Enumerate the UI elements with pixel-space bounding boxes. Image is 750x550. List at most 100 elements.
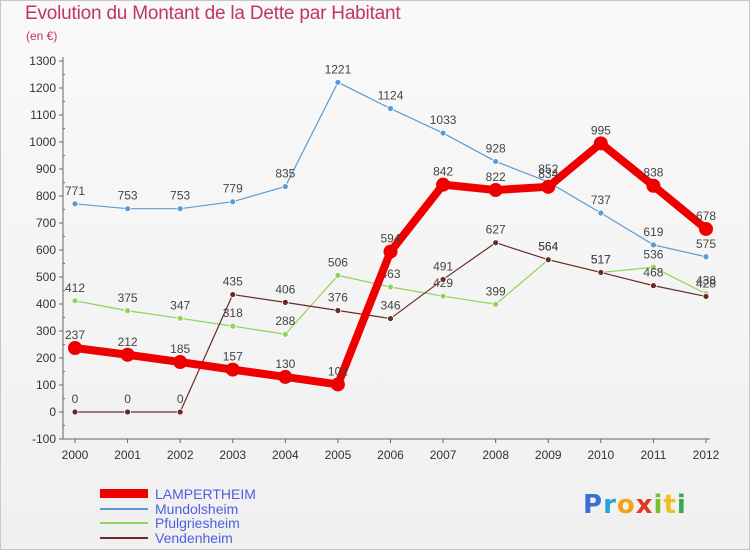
data-label-mundolsheim: 1033 — [430, 113, 457, 127]
data-label-pfulgriesheim: 517 — [591, 252, 611, 266]
data-point-vendenheim — [650, 282, 657, 290]
data-label-mundolsheim: 575 — [696, 237, 716, 251]
data-label-vendenheim: 0 — [72, 392, 79, 406]
data-label-vendenheim: 468 — [643, 266, 663, 280]
data-label-pfulgriesheim: 536 — [643, 247, 663, 261]
data-point-mundolsheim — [334, 78, 342, 86]
data-point-lampertheim — [488, 183, 503, 198]
y-tick-label: 500 — [36, 270, 56, 284]
y-tick-label: -100 — [32, 432, 56, 446]
data-point-vendenheim — [71, 408, 79, 416]
data-label-pfulgriesheim: 318 — [223, 306, 243, 320]
data-point-pfulgriesheim — [281, 330, 289, 338]
data-point-mundolsheim — [71, 200, 79, 208]
legend-item-pfulgriesheim: Pfulgriesheim — [100, 515, 400, 531]
data-label-mundolsheim: 1124 — [378, 89, 404, 103]
data-label-vendenheim: 491 — [433, 259, 453, 273]
y-tick-label: 600 — [36, 243, 56, 257]
legend: LAMPERTHEIM Mundolsheim Pfulgriesheim Ve… — [100, 486, 400, 548]
y-tick-label: 1100 — [30, 108, 56, 122]
data-point-pfulgriesheim — [492, 300, 500, 308]
legend-label: Mundolsheim — [155, 501, 239, 517]
data-point-lampertheim — [593, 136, 608, 151]
data-label-mundolsheim: 779 — [223, 182, 243, 196]
data-point-mundolsheim — [702, 253, 710, 261]
data-label-pfulgriesheim: 438 — [696, 274, 716, 288]
data-point-lampertheim — [330, 377, 345, 392]
data-point-vendenheim — [176, 408, 184, 416]
data-point-lampertheim — [541, 179, 556, 194]
data-label-vendenheim: 0 — [177, 392, 184, 406]
data-point-lampertheim — [699, 221, 713, 236]
data-point-vendenheim — [334, 307, 342, 314]
y-tick-label: 0 — [49, 405, 56, 419]
data-point-pfulgriesheim — [71, 297, 79, 305]
data-label-mundolsheim: 771 — [65, 184, 85, 198]
data-label-mundolsheim: 737 — [591, 193, 611, 207]
data-label-lampertheim: 842 — [433, 165, 453, 179]
legend-label: Vendenheim — [155, 530, 233, 546]
data-point-lampertheim — [646, 178, 661, 193]
data-point-pfulgriesheim — [439, 292, 447, 300]
data-point-vendenheim — [492, 239, 500, 247]
data-point-lampertheim — [173, 355, 188, 370]
data-label-pfulgriesheim: 375 — [118, 291, 138, 305]
data-label-lampertheim: 212 — [118, 335, 138, 349]
data-point-lampertheim — [120, 347, 135, 362]
legend-item-mundolsheim: Mundolsheim — [100, 501, 400, 517]
data-label-vendenheim: 406 — [275, 282, 295, 296]
data-point-lampertheim — [278, 369, 293, 384]
data-point-vendenheim — [387, 315, 394, 322]
data-label-vendenheim: 0 — [124, 392, 131, 406]
data-label-lampertheim: 594 — [380, 232, 400, 246]
data-label-lampertheim: 995 — [591, 123, 611, 137]
y-tick-label: 100 — [36, 378, 56, 392]
y-tick-label: 300 — [36, 324, 56, 338]
data-label-pfulgriesheim: 429 — [433, 276, 453, 290]
chart-title: Evolution du Montant de la Dette par Hab… — [25, 3, 401, 24]
x-tick-label: 2007 — [430, 448, 457, 462]
data-point-lampertheim — [68, 341, 82, 356]
y-tick-label: 1000 — [29, 135, 56, 149]
y-tick-label: 800 — [36, 189, 56, 203]
legend-label: LAMPERTHEIM — [155, 486, 256, 502]
data-label-lampertheim: 834 — [538, 167, 558, 181]
data-label-pfulgriesheim: 564 — [538, 240, 558, 254]
data-point-lampertheim — [436, 177, 451, 192]
data-label-mundolsheim: 753 — [170, 189, 190, 203]
data-point-mundolsheim — [176, 205, 184, 213]
x-tick-label: 2004 — [272, 448, 299, 462]
data-point-pfulgriesheim — [650, 263, 657, 271]
data-label-mundolsheim: 835 — [275, 167, 295, 181]
data-label-pfulgriesheim: 288 — [275, 314, 295, 328]
x-tick-label: 2008 — [482, 448, 509, 462]
y-tick-label: 400 — [36, 297, 56, 311]
data-label-mundolsheim: 753 — [118, 189, 138, 203]
data-label-lampertheim: 102 — [328, 364, 348, 378]
data-point-mundolsheim — [439, 129, 447, 137]
legend-item-lampertheim: LAMPERTHEIM — [100, 486, 400, 502]
data-point-mundolsheim — [650, 241, 657, 249]
legend-swatch-mundolsheim — [100, 508, 148, 510]
legend-label: Pfulgriesheim — [155, 515, 240, 531]
chart-subtitle: (en €) — [26, 29, 58, 43]
x-tick-label: 2010 — [587, 448, 614, 462]
data-label-lampertheim: 822 — [486, 170, 506, 184]
x-tick-label: 2001 — [114, 448, 141, 462]
y-tick-label: 700 — [36, 216, 56, 230]
legend-item-vendenheim: Vendenheim — [100, 530, 400, 546]
data-point-pfulgriesheim — [124, 307, 131, 315]
data-point-pfulgriesheim — [387, 283, 394, 291]
data-label-lampertheim: 130 — [275, 357, 295, 371]
data-point-pfulgriesheim — [229, 322, 237, 330]
data-label-vendenheim: 627 — [486, 223, 506, 237]
data-label-mundolsheim: 928 — [486, 141, 506, 155]
data-point-vendenheim — [544, 256, 552, 264]
data-point-mundolsheim — [597, 209, 605, 217]
data-point-vendenheim — [702, 293, 710, 300]
y-tick-label: 1200 — [29, 81, 56, 95]
x-tick-label: 2005 — [325, 448, 352, 462]
data-point-vendenheim — [229, 291, 237, 298]
data-point-lampertheim — [383, 244, 398, 259]
